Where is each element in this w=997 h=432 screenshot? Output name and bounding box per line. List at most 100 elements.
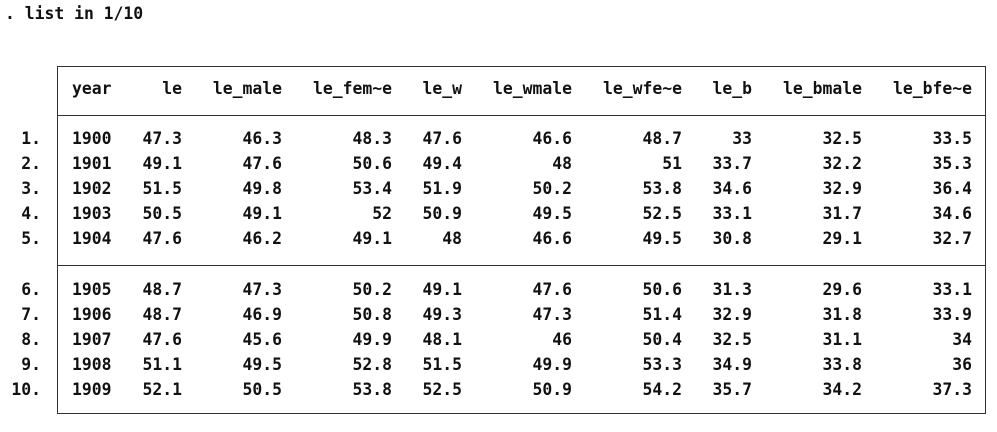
cell: 53.8	[642, 179, 682, 198]
cell: 33.1	[712, 204, 752, 223]
column-header: le_male	[212, 79, 282, 98]
cell: 35.3	[932, 154, 972, 173]
cell: 52.1	[142, 380, 182, 399]
cell: 33.8	[822, 355, 862, 374]
cell: 47.6	[532, 280, 572, 299]
cell: 51.4	[642, 305, 682, 324]
cell: 36	[952, 355, 972, 374]
column-header: le_wfe~e	[603, 79, 682, 98]
cell: 49.3	[422, 305, 462, 324]
cell: 52	[372, 204, 392, 223]
cell: 1904	[72, 229, 112, 248]
cell: 49.8	[242, 179, 282, 198]
cell: 36.4	[932, 179, 972, 198]
cell: 49.4	[422, 154, 462, 173]
cell: 50.6	[642, 280, 682, 299]
cell: 47.6	[422, 129, 462, 148]
cell: 32.2	[822, 154, 862, 173]
cell: 31.3	[712, 280, 752, 299]
cell: 31.7	[822, 204, 862, 223]
cell: 50.6	[352, 154, 392, 173]
row-number: 7.	[21, 305, 41, 324]
row-number: 8.	[21, 330, 41, 349]
cell: 47.6	[142, 229, 182, 248]
cell: 34.2	[822, 380, 862, 399]
cell: 46.2	[242, 229, 282, 248]
cell: 48.7	[142, 305, 182, 324]
cell: 1903	[72, 204, 112, 223]
cell: 51.1	[142, 355, 182, 374]
row-number: 2.	[21, 154, 41, 173]
cell: 32.5	[712, 330, 752, 349]
cell: 1901	[72, 154, 112, 173]
cell: 37.3	[932, 380, 972, 399]
cell: 50.9	[532, 380, 572, 399]
cell: 1900	[72, 129, 112, 148]
cell: 29.6	[822, 280, 862, 299]
cell: 52.5	[642, 204, 682, 223]
cell: 32.9	[712, 305, 752, 324]
cell: 1902	[72, 179, 112, 198]
cell: 49.5	[532, 204, 572, 223]
cell: 32.7	[932, 229, 972, 248]
cell: 49.1	[422, 280, 462, 299]
table-frame	[57, 66, 986, 414]
cell: 34	[952, 330, 972, 349]
cell: 50.4	[642, 330, 682, 349]
cell: 47.3	[142, 129, 182, 148]
cell: 33.7	[712, 154, 752, 173]
cell: 47.6	[142, 330, 182, 349]
cell: 50.9	[422, 204, 462, 223]
cell: 1905	[72, 280, 112, 299]
cell: 49.5	[242, 355, 282, 374]
column-header: le_fem~e	[313, 79, 392, 98]
cell: 53.3	[642, 355, 682, 374]
row-number: 9.	[21, 355, 41, 374]
cell: 52.8	[352, 355, 392, 374]
column-header: le_bfe~e	[893, 79, 972, 98]
cell: 46	[552, 330, 572, 349]
cell: 46.6	[532, 129, 572, 148]
cell: 33.5	[932, 129, 972, 148]
cell: 48	[552, 154, 572, 173]
cell: 33.1	[932, 280, 972, 299]
cell: 33.9	[932, 305, 972, 324]
header-rule	[57, 115, 986, 116]
cell: 50.8	[352, 305, 392, 324]
row-number: 3.	[21, 179, 41, 198]
cell: 48.3	[352, 129, 392, 148]
cell: 46.6	[532, 229, 572, 248]
cell: 31.8	[822, 305, 862, 324]
cell: 49.9	[532, 355, 572, 374]
cell: 49.5	[642, 229, 682, 248]
cell: 1906	[72, 305, 112, 324]
cell: 30.8	[712, 229, 752, 248]
cell: 35.7	[712, 380, 752, 399]
cell: 51.5	[142, 179, 182, 198]
column-header: le_w	[422, 79, 462, 98]
cell: 32.5	[822, 129, 862, 148]
row-number: 1.	[21, 129, 41, 148]
cell: 50.2	[532, 179, 572, 198]
cell: 50.5	[242, 380, 282, 399]
cell: 48.7	[642, 129, 682, 148]
cell: 50.5	[142, 204, 182, 223]
cell: 29.1	[822, 229, 862, 248]
cell: 33	[732, 129, 752, 148]
row-number: 6.	[21, 280, 41, 299]
command: . list in 1/10	[5, 4, 144, 23]
cell: 49.9	[352, 330, 392, 349]
row-number: 4.	[21, 204, 41, 223]
cell: 51	[662, 154, 682, 173]
cell: 49.1	[242, 204, 282, 223]
column-header: le_b	[712, 79, 752, 98]
cell: 50.2	[352, 280, 392, 299]
cell: 48.1	[422, 330, 462, 349]
cell: 1907	[72, 330, 112, 349]
row-number: 5.	[21, 229, 41, 248]
cell: 49.1	[142, 154, 182, 173]
cell: 46.3	[242, 129, 282, 148]
cell: 47.6	[242, 154, 282, 173]
column-header: year	[72, 79, 112, 98]
cell: 54.2	[642, 380, 682, 399]
